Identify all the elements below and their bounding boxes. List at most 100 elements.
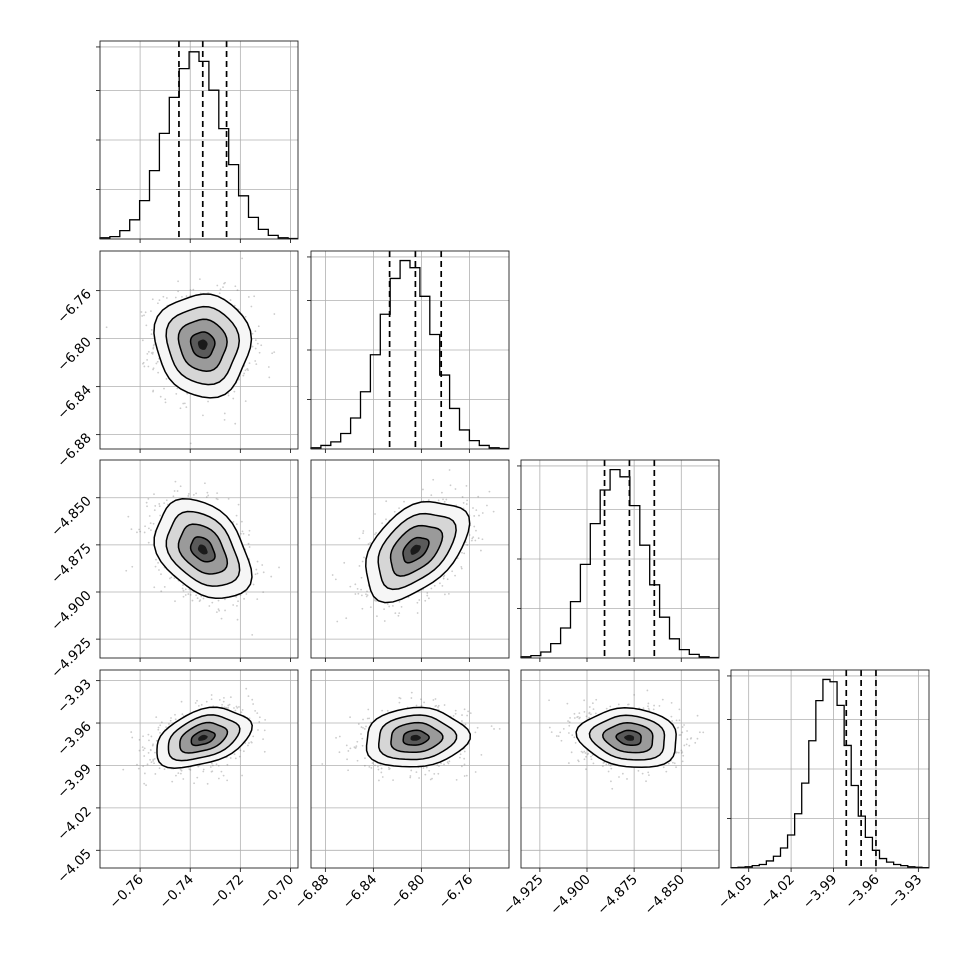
- contour-line: [378, 714, 458, 761]
- sample-point: [387, 766, 390, 769]
- sample-point: [254, 339, 257, 341]
- histogram-series-0: [99, 51, 298, 240]
- sample-point: [221, 703, 224, 706]
- sample-point: [242, 532, 245, 535]
- density-band: [624, 734, 635, 741]
- sample-point: [466, 499, 469, 502]
- sample-point: [445, 498, 448, 501]
- sample-point: [492, 510, 495, 513]
- sample-point: [415, 771, 418, 774]
- sample-point: [223, 282, 225, 285]
- sample-point: [181, 713, 184, 716]
- sample-point: [374, 533, 376, 536]
- sample-point: [573, 717, 576, 719]
- sample-point: [440, 762, 442, 765]
- y-tick-label: −3.93: [54, 676, 95, 717]
- sample-point: [151, 744, 154, 747]
- sample-point: [131, 736, 134, 739]
- sample-point: [165, 297, 168, 299]
- sample-point: [235, 523, 238, 526]
- contour-line: [390, 721, 444, 754]
- sample-point: [331, 574, 334, 576]
- sample-point: [367, 543, 370, 545]
- sample-point: [454, 488, 457, 490]
- sample-point: [158, 505, 161, 508]
- sample-point: [238, 706, 240, 708]
- sample-point: [461, 714, 463, 716]
- panel-frame: [99, 459, 299, 659]
- sample-point: [369, 721, 372, 724]
- contour-line: [165, 305, 241, 386]
- sample-point: [248, 742, 250, 744]
- sample-point: [248, 534, 250, 536]
- sample-point: [218, 609, 221, 612]
- sample-point: [365, 593, 367, 596]
- sample-point: [480, 753, 483, 756]
- sample-point: [186, 392, 189, 395]
- y-tick-label: −6.76: [54, 286, 95, 327]
- x-tick-label: −4.850: [641, 872, 688, 919]
- sample-point: [385, 500, 388, 503]
- sample-point: [426, 594, 429, 597]
- sample-point: [366, 594, 369, 597]
- sample-point: [226, 779, 229, 782]
- sample-point: [548, 726, 551, 729]
- sample-point: [357, 723, 360, 725]
- sample-point: [464, 723, 467, 726]
- sample-point: [358, 537, 361, 540]
- sample-point: [584, 752, 587, 754]
- histogram-series-1: [310, 259, 509, 450]
- sample-point: [354, 746, 357, 749]
- sample-point: [560, 739, 563, 742]
- panel-frame: [99, 669, 299, 869]
- sample-point: [361, 744, 364, 747]
- sample-point: [245, 593, 248, 595]
- sample-point: [365, 595, 368, 598]
- contour-line: [588, 714, 666, 761]
- sample-point: [474, 539, 477, 542]
- sample-point: [383, 608, 385, 611]
- sample-point: [207, 400, 209, 403]
- y-tick-label: −3.99: [54, 761, 95, 802]
- sample-point: [686, 730, 688, 732]
- sample-point: [223, 696, 225, 699]
- contour-line: [190, 729, 216, 747]
- sample-point: [251, 698, 254, 701]
- sample-point: [152, 346, 155, 349]
- sample-point: [422, 767, 425, 769]
- y-tick-label: −4.875: [48, 540, 95, 587]
- y-tick-label: −4.900: [48, 588, 95, 635]
- sample-point: [136, 763, 138, 766]
- sample-point: [409, 775, 412, 777]
- sample-point: [611, 787, 614, 790]
- sample-point: [443, 574, 446, 577]
- sample-point: [250, 741, 253, 744]
- sample-point: [270, 575, 273, 578]
- sample-point: [240, 532, 242, 535]
- sample-point: [136, 531, 138, 534]
- sample-point: [155, 716, 158, 719]
- sample-point: [192, 493, 195, 496]
- sample-point: [420, 704, 423, 707]
- sample-point: [586, 753, 589, 756]
- sample-point: [399, 697, 402, 700]
- sample-point: [197, 765, 200, 768]
- histogram-series-3: [730, 678, 929, 869]
- contour-line: [615, 729, 642, 746]
- sample-point: [141, 746, 144, 749]
- sample-point: [223, 706, 226, 709]
- sample-point: [385, 518, 387, 521]
- sample-point: [202, 597, 205, 600]
- sample-point: [254, 360, 257, 362]
- sample-point: [165, 450, 167, 452]
- sample-point: [150, 352, 153, 354]
- sample-point: [234, 709, 237, 712]
- sample-point: [229, 757, 232, 759]
- sample-point: [263, 729, 266, 732]
- sample-point: [577, 760, 580, 763]
- sample-point: [182, 778, 185, 780]
- sample-point: [229, 696, 232, 699]
- sample-point: [473, 525, 476, 528]
- sample-point: [363, 556, 365, 559]
- sample-point: [690, 737, 693, 739]
